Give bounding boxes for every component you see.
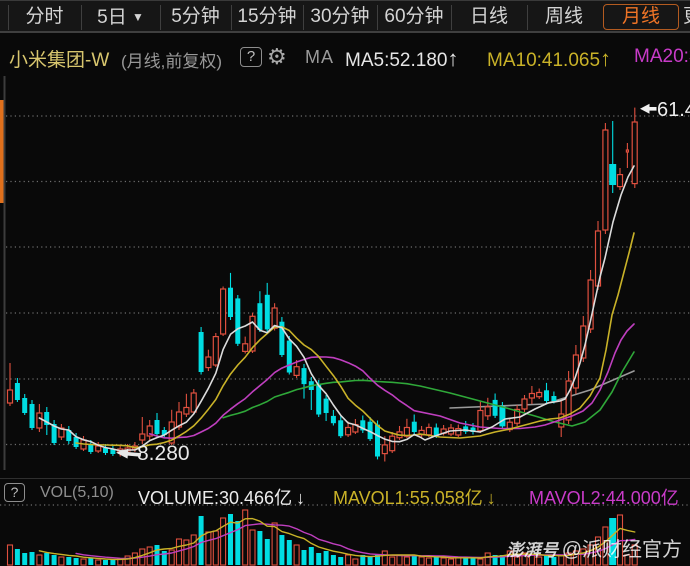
svg-text:8.280: 8.280 [137,442,190,465]
svg-text:61.48: 61.48 [657,99,690,121]
